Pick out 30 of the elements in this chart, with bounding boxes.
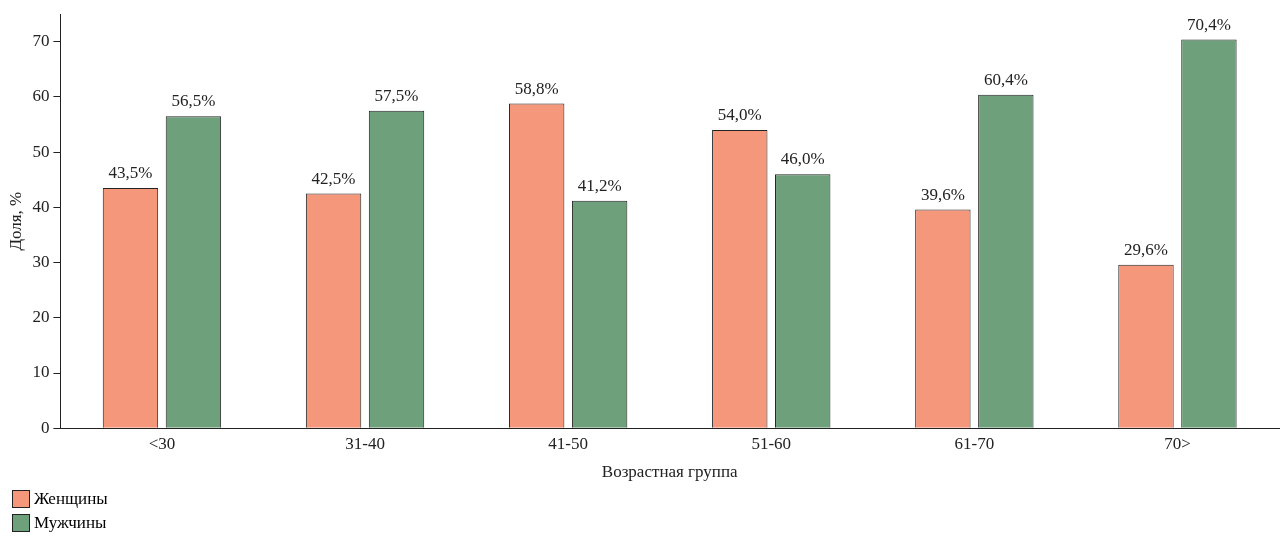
x-tick-label: 51-60	[751, 433, 792, 453]
data-label: 56,5%	[171, 91, 216, 111]
x-tick-label: 70>	[1164, 433, 1191, 453]
data-label: 54,0%	[717, 105, 762, 125]
x-tick-label: 31-40	[345, 433, 385, 453]
y-tick-label: 40	[32, 196, 50, 216]
legend-label: Женщины	[34, 489, 108, 509]
y-tick-label: 70	[32, 31, 50, 51]
data-label: 70,4%	[1186, 14, 1231, 34]
x-tick-label: 61-70	[954, 433, 995, 453]
y-tick-label: 20	[32, 307, 50, 327]
data-label: 41,2%	[577, 175, 622, 195]
x-tick-label: 41-50	[548, 433, 588, 453]
data-label: 57,5%	[374, 85, 419, 105]
x-tick-label: <30	[148, 433, 176, 453]
data-label: 29,6%	[1124, 239, 1168, 259]
y-tick-label: 0	[40, 417, 50, 437]
data-label: 58,8%	[514, 78, 559, 98]
data-label: 43,5%	[108, 163, 153, 183]
legend-label: Мужчины	[34, 513, 107, 533]
y-axis-title: Доля, %	[5, 191, 25, 251]
y-tick-label: 60	[32, 86, 50, 106]
data-label: 46,0%	[780, 149, 825, 169]
x-axis-title: Возрастная группа	[601, 462, 739, 482]
data-label: 60,4%	[983, 69, 1028, 89]
y-tick-label: 10	[32, 362, 50, 382]
y-tick-label: 30	[32, 252, 50, 272]
data-label: 39,6%	[920, 184, 965, 204]
data-label: 42,5%	[311, 168, 356, 188]
y-tick-label: 50	[32, 141, 50, 161]
